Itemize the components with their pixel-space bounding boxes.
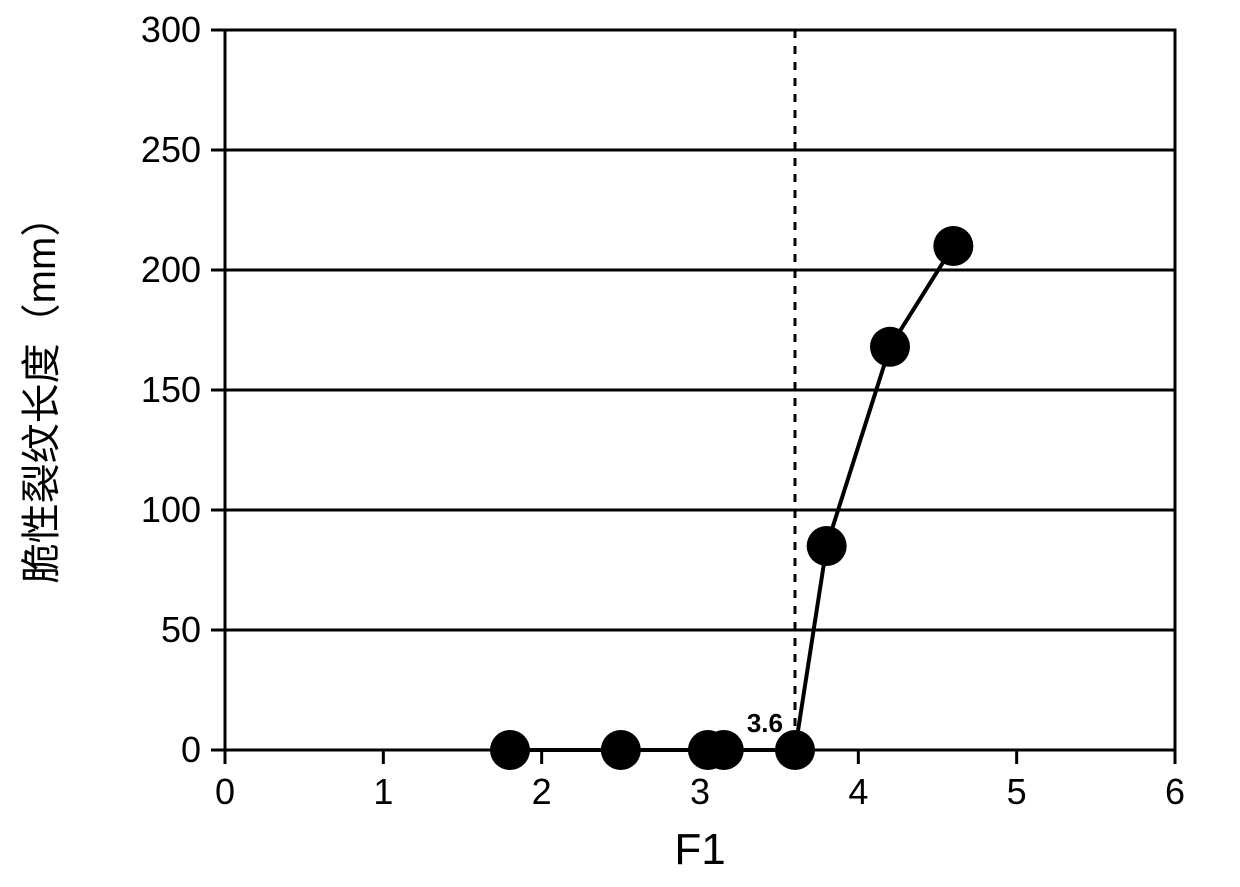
y-tick-label: 0: [181, 729, 201, 770]
y-tick-label: 50: [161, 609, 201, 650]
x-tick-label: 5: [1007, 771, 1027, 812]
x-axis-label: F1: [674, 825, 725, 874]
y-tick-label: 100: [141, 489, 201, 530]
y-axis-label: 脆性裂纹长度（mm）: [20, 197, 64, 584]
y-tick-label: 150: [141, 369, 201, 410]
x-tick-label: 1: [373, 771, 393, 812]
x-tick-label: 4: [848, 771, 868, 812]
x-tick-label: 6: [1165, 771, 1185, 812]
x-tick-label: 3: [690, 771, 710, 812]
line-chart: 0 1 2 3 4 5 6 0 50 100 150 200 250 300 F1 脆性裂纹长度（mm） 3.6: [0, 0, 1240, 887]
y-tick-label: 200: [141, 249, 201, 290]
x-tick-label: 0: [215, 771, 235, 812]
reference-line-label: 3.6: [747, 708, 783, 738]
y-tick-label: 300: [141, 9, 201, 50]
y-tick-label: 250: [141, 129, 201, 170]
x-tick-label: 2: [532, 771, 552, 812]
